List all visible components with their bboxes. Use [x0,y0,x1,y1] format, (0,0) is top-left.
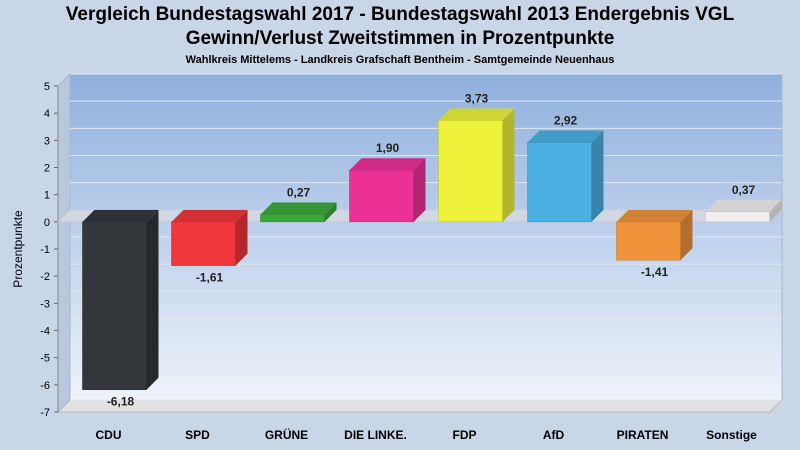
x-tick-label: PIRATEN [617,428,669,442]
x-tick-label: GRÜNE [265,427,308,442]
data-label: 1,90 [376,141,400,155]
y-tick-label: -6 [40,380,50,392]
bar-top [349,158,426,171]
y-tick-label: 3 [44,135,50,147]
bar-side [769,199,782,222]
bar-side [413,158,426,222]
x-tick-label: Sonstige [706,428,757,442]
data-label: 0,37 [732,183,756,197]
x-tick-label: FDP [453,428,477,442]
bar-top [82,209,159,222]
y-tick-label: 5 [44,81,50,93]
bar-side [502,108,515,222]
y-tick-label: -5 [40,353,50,365]
x-tick-label: SPD [185,428,210,442]
chart-subtitle: Wahlkreis Mittelems - Landkreis Grafscha… [185,54,615,66]
bar-side [324,202,337,222]
chart-title-line2: Gewinn/Verlust Zweitstimmen in Prozentpu… [185,28,615,49]
bar-top [171,209,248,222]
data-label: -6,18 [107,395,135,409]
data-label: 3,73 [465,92,489,106]
bar-side [146,209,159,390]
bar [171,221,236,266]
y-axis-label: Prozentpunkte [11,210,25,288]
bar-side [591,130,604,222]
chart-title: Vergleich Bundestagswahl 2017 - Bundesta… [65,4,735,25]
bar-top [260,202,337,215]
bar [705,211,770,223]
bar [616,221,681,261]
y-tick-label: 2 [44,163,50,175]
y-tick-label: 1 [44,190,50,202]
data-label: -1,41 [641,265,669,279]
bar [260,214,325,223]
data-label: 0,27 [287,185,311,199]
y-tick-label: -1 [40,244,50,256]
y-tick-label: -2 [40,271,50,283]
bar [527,142,592,223]
plot-left-wall [57,72,71,414]
data-label: -1,61 [196,271,224,285]
bar [349,169,414,223]
bar-top [616,209,693,222]
x-tick-label: AfD [543,428,565,442]
bar-top [705,199,782,212]
plot-floor [56,399,784,413]
bar [438,120,503,223]
bar-side [235,209,248,266]
y-tick-label: -3 [40,298,50,310]
y-tick-label: -7 [40,407,50,419]
bar-side [680,209,693,261]
x-tick-label: CDU [96,428,122,442]
x-tick-label: DIE LINKE. [344,428,407,442]
y-tick-label: 4 [44,108,50,120]
bar-top [438,108,515,121]
bar-top [527,130,604,143]
bar [82,221,147,390]
data-label: 2,92 [554,114,578,128]
y-tick-label: 0 [44,217,50,229]
y-tick-label: -4 [40,326,50,338]
